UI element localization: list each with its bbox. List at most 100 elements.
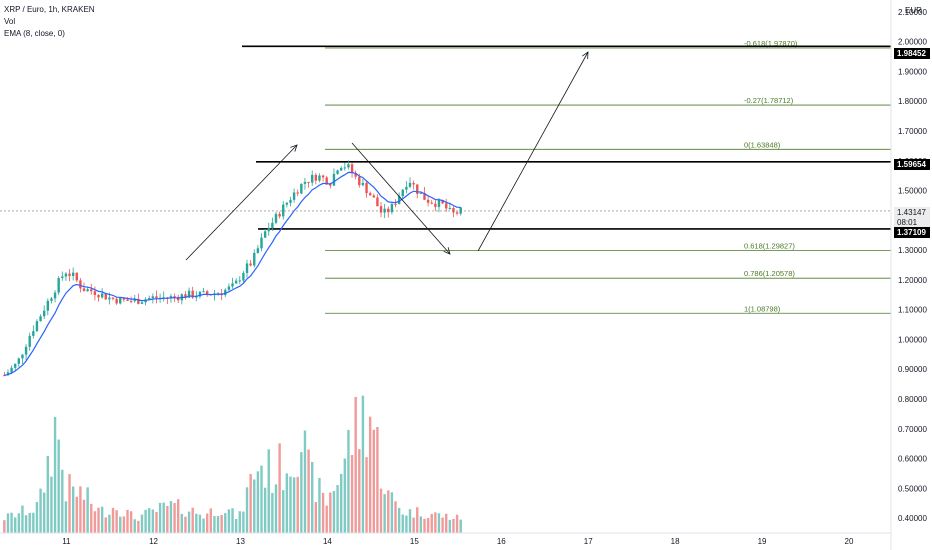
volume-bar — [151, 509, 155, 533]
price-tick-label: 1.00000 — [898, 335, 927, 344]
candle-body — [455, 212, 459, 214]
candle-body — [245, 263, 249, 273]
fib-level-label: 1(1.08798) — [744, 304, 781, 313]
volume-bar — [365, 457, 368, 533]
volume-bar — [39, 488, 42, 533]
volume-bar — [220, 515, 223, 533]
volume-bar — [441, 517, 444, 533]
candle-body — [14, 363, 17, 368]
volume-bar — [343, 458, 347, 533]
volume-bar — [397, 507, 401, 533]
volume-bar — [274, 484, 278, 533]
candle-body — [71, 272, 75, 276]
volume-bar — [64, 501, 68, 533]
candle-body — [401, 189, 404, 197]
volume-bar — [3, 520, 6, 533]
volume-bar — [390, 492, 394, 533]
volume-bar — [14, 517, 17, 533]
candle-body — [448, 207, 452, 209]
volume-bar — [119, 516, 122, 533]
volume-bar — [394, 501, 397, 533]
volume-bar — [285, 473, 289, 533]
volume-bar — [430, 513, 433, 533]
volume-bar — [46, 455, 50, 533]
volume-bar — [448, 519, 452, 533]
level-tag-1: 1.98452 — [894, 48, 930, 59]
last-price-tag: 1.43147 — [894, 207, 930, 218]
candle-body — [137, 298, 140, 304]
volume-bar — [445, 513, 448, 533]
candle-body — [350, 164, 354, 174]
level-tag-3: 1.37109 — [894, 227, 930, 238]
time-tick-label: 17 — [584, 537, 593, 546]
candle-body — [32, 331, 35, 336]
candle-body — [394, 203, 397, 205]
candle-body — [260, 237, 263, 249]
trend-arrows — [185, 51, 589, 261]
candle-body — [35, 321, 39, 332]
volume-bar — [42, 492, 46, 533]
arrow-shaft — [477, 51, 589, 252]
time-tick-label: 14 — [323, 537, 332, 546]
candle-body — [343, 167, 347, 169]
candle-body — [318, 175, 321, 181]
candle-body — [303, 181, 307, 184]
candle-body — [242, 272, 245, 281]
candle-body — [347, 164, 350, 168]
volume-bar — [115, 510, 118, 533]
volume-bar — [122, 516, 126, 533]
volume-bar — [234, 518, 238, 533]
candle-body — [249, 263, 252, 266]
candle-body — [140, 302, 144, 304]
volume-bar — [267, 449, 270, 533]
candle-body — [238, 280, 241, 282]
price-tick-label: 2.10000 — [898, 8, 927, 17]
volume-bar — [227, 509, 231, 533]
volume-bar — [249, 473, 252, 533]
volume-bar — [361, 395, 365, 533]
downtrend-arrow — [351, 142, 451, 255]
candle-body — [339, 167, 343, 171]
candle-body — [336, 170, 339, 174]
volume-bar — [111, 507, 115, 533]
candle-body — [195, 296, 198, 298]
candle-body — [426, 199, 430, 203]
volume-bar — [32, 512, 35, 533]
volume-bar — [314, 502, 318, 533]
candle-body — [148, 298, 151, 300]
volume-bar — [387, 490, 390, 533]
candle-body — [332, 173, 336, 186]
fib-level-label: 0.786(1.20578) — [744, 269, 795, 278]
volume-bar — [263, 487, 267, 533]
candle-body — [82, 288, 86, 292]
candle-body — [307, 181, 310, 183]
candle-body — [191, 290, 194, 298]
ema-indicator-label[interactable]: EMA (8, close, 0) — [4, 29, 65, 38]
volume-bar — [28, 512, 31, 533]
candle-body — [231, 283, 234, 287]
volume-bar — [339, 473, 343, 533]
candle-body — [53, 292, 57, 299]
candle-body — [6, 372, 10, 376]
volume-indicator-label[interactable]: Vol — [4, 17, 16, 26]
volume-bar — [187, 511, 191, 533]
time-tick-label: 15 — [410, 537, 419, 546]
volume-bar — [289, 476, 292, 533]
time-axis-ticks: 11 12 13 14 15 16 17 18 19 20 — [62, 537, 854, 546]
volume-bar — [71, 486, 75, 533]
candle-body — [24, 346, 28, 355]
volume-bar — [93, 511, 97, 533]
candle-body — [122, 297, 126, 300]
volume-bar — [82, 499, 86, 533]
candle-body — [325, 177, 328, 185]
candle-body — [372, 195, 375, 198]
price-tick-label: 1.10000 — [898, 306, 927, 315]
volume-bar — [278, 443, 281, 533]
volume-bar — [311, 462, 314, 533]
time-tick-label: 19 — [758, 537, 767, 546]
candle-body — [412, 182, 415, 185]
volume-bar — [173, 503, 176, 533]
volume-bar — [336, 485, 339, 533]
volume-bar — [104, 517, 107, 533]
